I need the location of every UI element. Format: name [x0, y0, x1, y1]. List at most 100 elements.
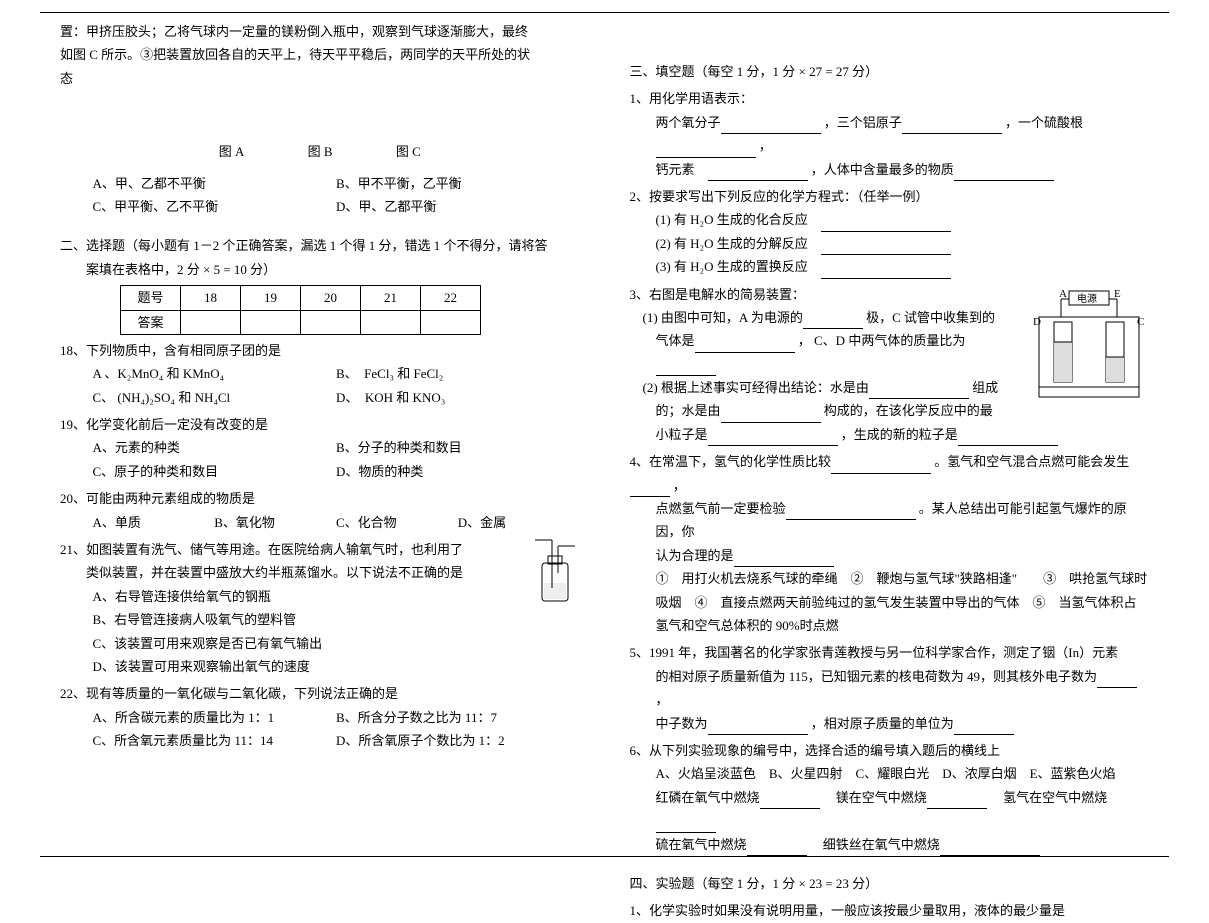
blank: [821, 263, 951, 279]
r-q6-r2a: 硫在氧气中燃烧: [656, 837, 747, 852]
r-q1: 1、用化学用语表示： 两个氧分子 ，三个铝原子 ，一个硫酸根 ， 钙元素 ，人体…: [630, 87, 1150, 181]
table-header-row: 题号 18 19 20 21 22: [121, 286, 481, 310]
q18-b: B、 FeCl₃ 和 FeCl₂: [336, 362, 580, 385]
answer-table: 题号 18 19 20 21 22 答案: [120, 285, 481, 335]
q17-opt-b: B、甲不平衡，乙平衡: [336, 172, 580, 195]
ans-22: [421, 310, 481, 334]
blank: [734, 552, 834, 568]
r-q3-s1c-text: 气体是: [656, 333, 695, 348]
th-label: 题号: [121, 286, 181, 310]
q21: 21、如图装置有洗气、储气等用途。在医院给病人输氧气时，也利用了 类似装置，并在…: [60, 538, 580, 678]
r-q4: 4、在常温下，氢气的化学性质比较 。氢气和空气混合点燃可能会发生 ， 点燃氢气前…: [630, 450, 1150, 637]
blank: [940, 840, 1040, 856]
label-e: E: [1114, 288, 1121, 300]
figure-labels-row: 图 A 图 B 图 C: [60, 140, 580, 163]
blank: [656, 142, 756, 158]
r-q3-s2f: ，生成的新的粒子是: [841, 427, 958, 442]
r-q6-stem: 6、从下列实验现象的编号中，选择合适的编号填入题后的横线上: [630, 739, 1150, 762]
r-q3-s1d: ， C、D 中两气体的质量比为: [798, 333, 966, 348]
q19-d: D、物质的种类: [336, 460, 580, 483]
blank: [760, 794, 820, 810]
r-q6-r1c: 氢气在空气中燃烧: [1003, 790, 1107, 805]
flask-diagram-icon: [530, 538, 580, 608]
r-q2-s2: (2) 有 H₂O 生成的分解反应: [630, 232, 1150, 255]
ans-20: [301, 310, 361, 334]
q21-b: B、右导管连接病人吸氧气的塑料管: [93, 608, 580, 631]
q22-c: C、所含氧元素质量比为 11：14: [93, 729, 337, 752]
r-q3-s2e: 小粒子是 ，生成的新的粒子是: [630, 423, 1150, 446]
q17-opt-d: D、甲、乙都平衡: [336, 195, 580, 218]
r-q5-l1: 5、1991 年，我国著名的化学家张青莲教授与另一位科学家合作，测定了铟（In）…: [630, 641, 1150, 664]
th-20: 20: [301, 286, 361, 310]
q17-opt-c: C、甲平衡、乙不平衡: [93, 195, 337, 218]
r-q1-l1a: 两个氧分子: [656, 115, 721, 130]
q20-a: A、单质: [93, 511, 215, 534]
blank: [821, 216, 951, 232]
blank: [821, 240, 951, 256]
tr-label: 答案: [121, 310, 181, 334]
r-q4-l3-text: 认为合理的是: [656, 548, 734, 563]
q21-d: D、该装置可用来观察输出氧气的速度: [93, 655, 580, 678]
page-bottom-rule: [40, 856, 1169, 857]
r-q4-l3: 认为合理的是: [630, 544, 1150, 567]
label-c: C: [1137, 316, 1144, 328]
q20: 20、可能由两种元素组成的物质是 A、单质 B、氧化物 C、化合物 D、金属: [60, 487, 580, 534]
fig-a-label: 图 A: [219, 144, 245, 159]
q18-c: C、 (NH₄)₂SO₄ 和 NH₄Cl: [93, 386, 337, 409]
q19-stem: 19、化学变化前后一定没有改变的是: [60, 413, 580, 436]
r-q1-l2b: ，人体中含量最多的物质: [811, 162, 954, 177]
r-q3-s1b: 极，C 试管中收集到的: [866, 310, 995, 325]
q17-options: A、甲、乙都不平衡 B、甲不平衡，乙平衡 C、甲平衡、乙不平衡 D、甲、乙都平衡: [60, 172, 580, 219]
r-q1-line1: 两个氧分子 ，三个铝原子 ，一个硫酸根 ，: [630, 111, 1150, 158]
r-q6-r1a: 红磷在氧气中燃烧: [656, 790, 760, 805]
r-q3: A E 电源 D C 3、右图是电解水的简易装置：: [630, 283, 1150, 447]
q22-a: A、所含碳元素的质量比为 1：1: [93, 706, 337, 729]
r-q2-s2-text: (2) 有 H₂O 生成的分解反应: [656, 236, 808, 251]
q18-d: D、 KOH 和 KNO₃: [336, 386, 580, 409]
page-top-rule: [40, 12, 1169, 13]
sec2-line1: 二、选择题（每小题有 1－2 个正确答案，漏选 1 个得 1 分，错选 1 个不…: [60, 238, 548, 253]
intro-line1: 置：甲挤压胶头；乙将气球内一定量的镁粉倒入瓶中，观察到气球逐渐膨大，最终: [60, 20, 580, 43]
ans-19: [241, 310, 301, 334]
th-22: 22: [421, 286, 481, 310]
blank: [630, 481, 670, 497]
r-q6-r1: 红磷在氧气中燃烧 镁在空气中燃烧 氢气在空气中燃烧: [630, 786, 1150, 833]
ans-18: [181, 310, 241, 334]
left-column: 置：甲挤压胶头；乙将气球内一定量的镁粉倒入瓶中，观察到气球逐渐膨大，最终 如图 …: [60, 20, 580, 849]
right-column: 三、填空题（每空 1 分，1 分 × 27 = 27 分） 1、用化学用语表示：…: [630, 20, 1150, 849]
r-sec4-q1: 1、化学实验时如果没有说明用量，一般应该按最少量取用，液体的最少量是: [630, 899, 1150, 922]
r-q3-s2a: (2) 根据上述事实可经得出结论：水是由: [643, 380, 869, 395]
r-q3-s2c-text: 的；水是由: [656, 403, 721, 418]
label-d: D: [1033, 316, 1041, 328]
blank: [958, 431, 1058, 447]
q21-c: C、该装置可用来观察是否已有氧气输出: [93, 632, 580, 655]
q19-a: A、元素的种类: [93, 436, 337, 459]
fig-b-label: 图 B: [308, 144, 333, 159]
r-q2-stem: 2、按要求写出下列反应的化学方程式：（任举一例）: [630, 185, 1150, 208]
q22-d: D、所含氧原子个数比为 1：2: [336, 729, 580, 752]
blank: [803, 314, 863, 330]
blank: [708, 719, 808, 735]
r-q2: 2、按要求写出下列反应的化学方程式：（任举一例） (1) 有 H₂O 生成的化合…: [630, 185, 1150, 279]
ans-21: [361, 310, 421, 334]
blank: [656, 817, 716, 833]
r-q4-l2: 点燃氢气前一定要检验 。某人总结出可能引起氢气爆炸的原因，你: [630, 497, 1150, 544]
blank: [747, 840, 807, 856]
r-q1-l1c: ，一个硫酸根: [1005, 115, 1083, 130]
q21-a: A、右导管连接供给氧气的钢瓶: [93, 585, 580, 608]
r-q4-l2a: 点燃氢气前一定要检验: [656, 501, 786, 516]
r-q3-s2b: 组成: [972, 380, 998, 395]
section4-title: 四、实验题（每空 1 分，1 分 × 23 = 23 分）: [630, 872, 1150, 895]
blank: [786, 505, 916, 521]
r-q5-l2: 的相对原子质量新值为 115，已知铟元素的核电荷数为 49，则其核外电子数为 ，: [630, 665, 1150, 712]
blank: [1097, 673, 1137, 689]
r-q1-line2: 钙元素 ，人体中含量最多的物质: [630, 158, 1150, 181]
r-q5-l3b: ，相对原子质量的单位为: [811, 716, 954, 731]
r-q4-l1: 4、在常温下，氢气的化学性质比较 。氢气和空气混合点燃可能会发生 ，: [630, 450, 1150, 497]
q20-b: B、氧化物: [214, 511, 336, 534]
th-18: 18: [181, 286, 241, 310]
label-power: 电源: [1077, 292, 1097, 305]
blank: [721, 119, 821, 135]
r-q3-s2e-text: 小粒子是: [656, 427, 708, 442]
intro-line3: 态: [60, 67, 580, 90]
